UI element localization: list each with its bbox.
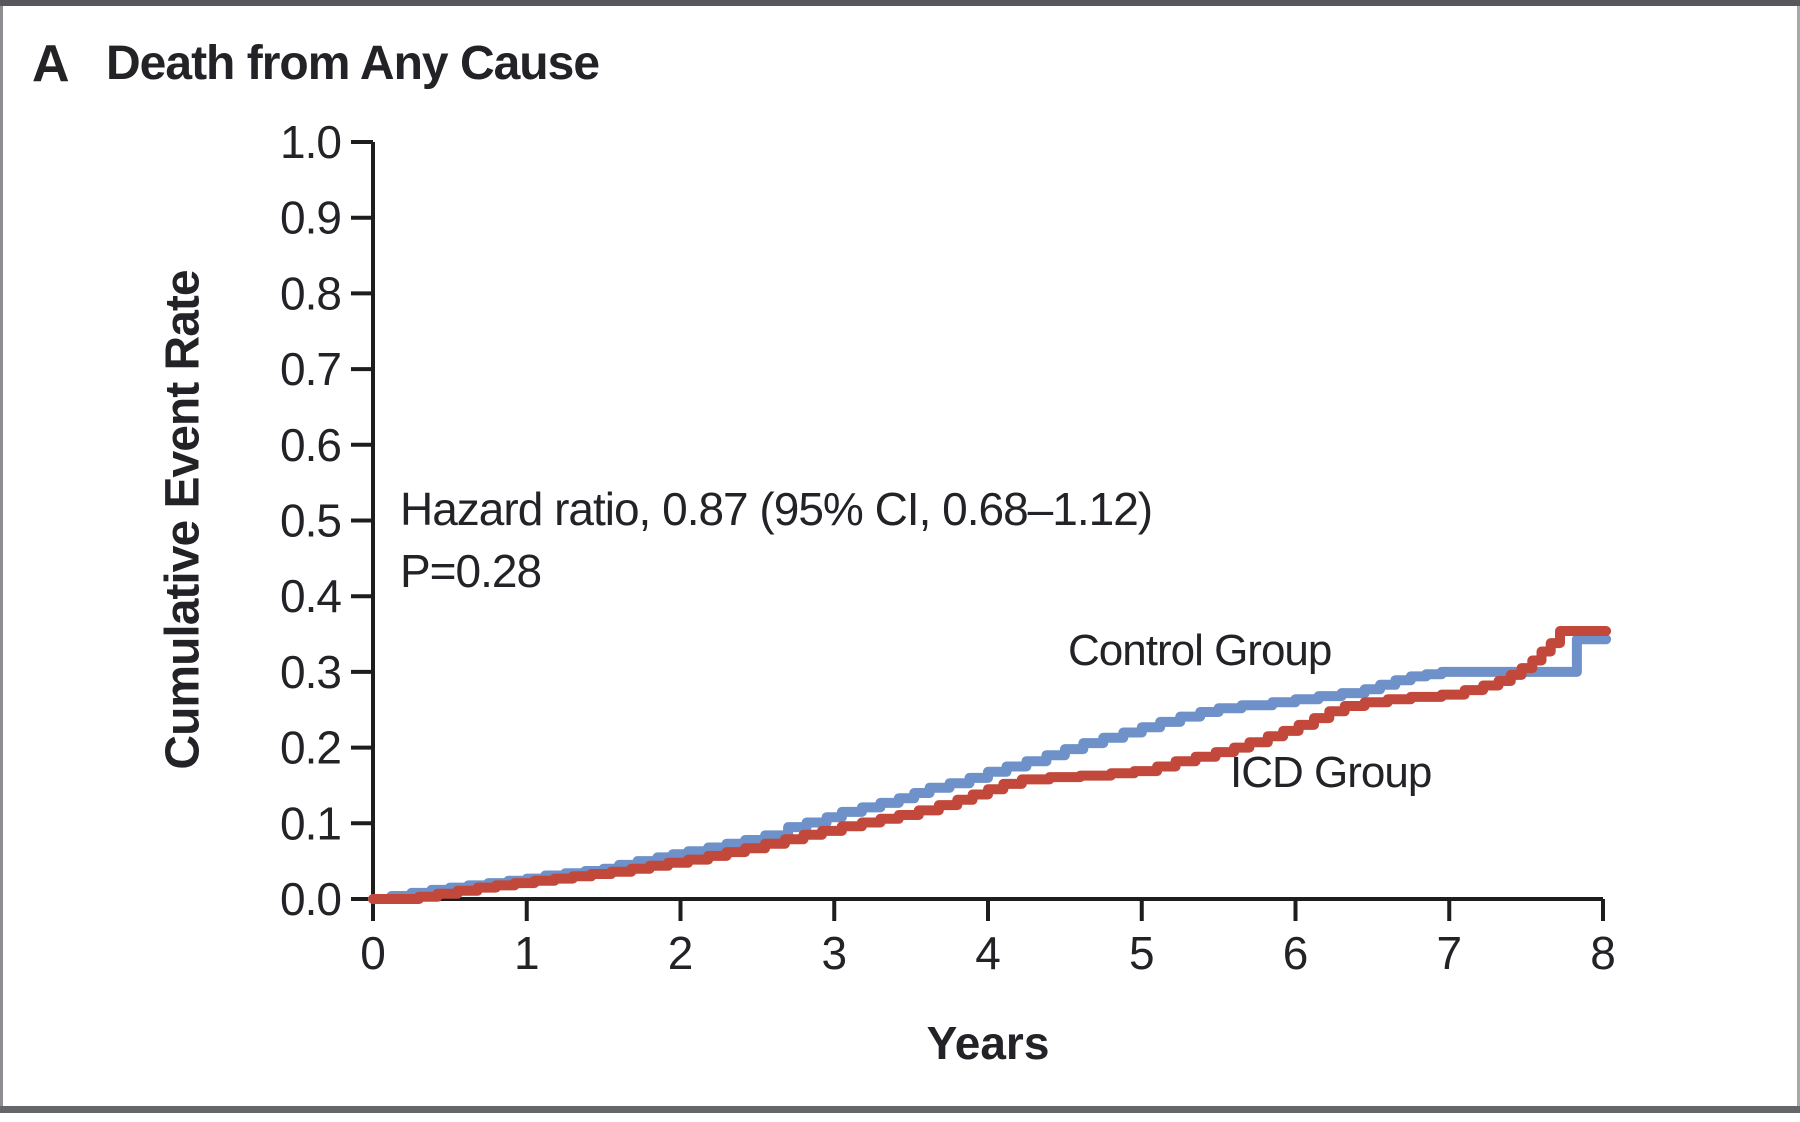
x-tick-label: 4 [975,927,1001,979]
y-tick-label: 0.0 [280,873,341,925]
panel-title: A Death from Any Cause [32,34,600,94]
y-axis-title: Cumulative Event Rate [156,270,210,770]
y-tick-label: 0.2 [280,722,341,774]
series-line-icd-group [368,626,1612,904]
x-tick-label: 0 [360,927,386,979]
control-group-label: Control Group [1068,626,1332,675]
x-tick-label: 2 [668,927,694,979]
y-tick-label: 1.0 [280,116,341,168]
y-tick-label: 0.4 [280,570,341,622]
frame-right-border [1797,6,1800,1110]
x-axis-title: Years [926,1017,1050,1069]
bottom-rule [0,1106,1800,1113]
y-tick-label: 0.8 [280,267,341,319]
annotation-line1: Hazard ratio, 0.87 (95% CI, 0.68–1.12) [400,483,1153,535]
y-tick-label: 0.7 [280,343,341,395]
x-tick-label: 3 [821,927,847,979]
y-tick-label: 0.9 [280,192,341,244]
icd-group-label: ICD Group [1230,748,1432,797]
hazard-ratio-annotation: Hazard ratio, 0.87 (95% CI, 0.68–1.12) P… [400,478,1153,602]
frame-top-border [0,0,1800,6]
x-tick-label: 6 [1283,927,1309,979]
frame-left-border [0,6,3,1110]
x-tick-label: 8 [1590,927,1616,979]
x-tick-label: 5 [1129,927,1155,979]
panel-letter: A [32,35,70,93]
x-tick-label: 1 [514,927,540,979]
y-tick-label: 0.5 [280,495,341,547]
y-tick-label: 0.6 [280,419,341,471]
y-tick-label: 0.1 [280,797,341,849]
annotation-line2: P=0.28 [400,545,542,597]
panel-heading: Death from Any Cause [106,37,600,90]
x-tick-label: 7 [1436,927,1462,979]
y-tick-label: 0.3 [280,646,341,698]
